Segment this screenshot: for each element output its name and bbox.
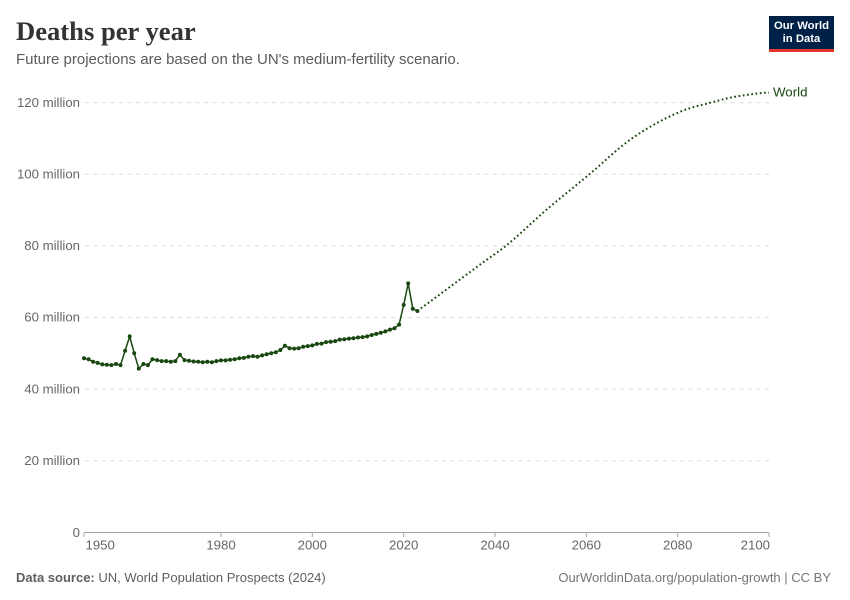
svg-text:2000: 2000: [298, 538, 327, 553]
svg-text:60 million: 60 million: [24, 310, 80, 325]
svg-text:1950: 1950: [86, 538, 115, 553]
svg-text:80 million: 80 million: [24, 238, 80, 253]
svg-text:120 million: 120 million: [17, 95, 80, 110]
svg-text:1980: 1980: [206, 538, 235, 553]
svg-text:2060: 2060: [572, 538, 601, 553]
svg-text:2100: 2100: [741, 538, 770, 553]
svg-text:0: 0: [73, 525, 80, 540]
svg-text:2080: 2080: [663, 538, 692, 553]
svg-text:2040: 2040: [480, 538, 509, 553]
svg-text:40 million: 40 million: [24, 381, 80, 396]
svg-text:2020: 2020: [389, 538, 418, 553]
svg-text:100 million: 100 million: [17, 167, 80, 182]
svg-text:World: World: [773, 85, 807, 100]
svg-text:20 million: 20 million: [24, 453, 80, 468]
